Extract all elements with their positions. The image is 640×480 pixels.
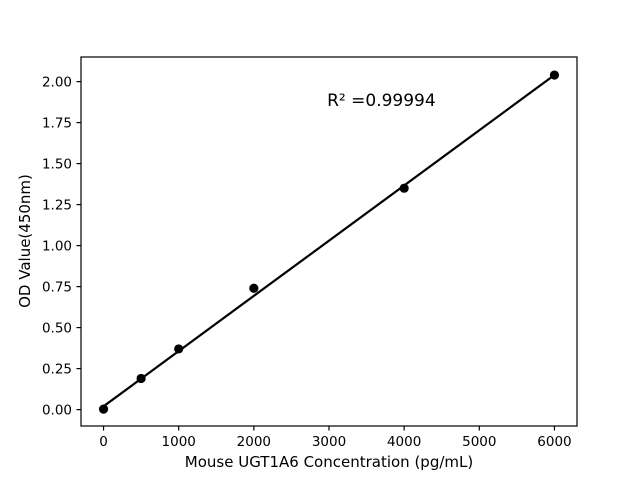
y-tick-label: 1.50 bbox=[42, 156, 72, 172]
x-tick-label: 1000 bbox=[162, 434, 196, 450]
y-tick-label: 0.25 bbox=[42, 361, 72, 377]
x-tick-label: 0 bbox=[99, 434, 108, 450]
data-point bbox=[174, 344, 184, 354]
data-point bbox=[549, 70, 560, 80]
r-squared-annotation: R² =0.99994 bbox=[327, 91, 436, 112]
y-axis-label: OD Value(450nm) bbox=[16, 174, 34, 308]
y-tick-label: 1.00 bbox=[42, 238, 72, 254]
y-tick-label: 0.50 bbox=[42, 320, 72, 336]
data-point bbox=[136, 373, 146, 384]
data-point bbox=[249, 283, 259, 293]
y-tick-label: 1.25 bbox=[42, 197, 72, 213]
y-tick-label: 1.75 bbox=[42, 115, 72, 131]
x-tick-label: 6000 bbox=[537, 434, 571, 450]
x-tick-label: 4000 bbox=[387, 434, 421, 450]
x-tick-label: 5000 bbox=[462, 434, 496, 450]
y-tick-label: 2.00 bbox=[42, 74, 72, 90]
y-tick-label: 0.00 bbox=[42, 402, 72, 418]
x-tick-label: 2000 bbox=[237, 434, 271, 450]
x-tick-label: 3000 bbox=[312, 434, 346, 450]
x-axis-label: Mouse UGT1A6 Concentration (pg/mL) bbox=[184, 453, 474, 471]
data-point bbox=[399, 183, 409, 193]
y-tick-label: 0.75 bbox=[42, 279, 72, 295]
data-point bbox=[98, 404, 109, 414]
